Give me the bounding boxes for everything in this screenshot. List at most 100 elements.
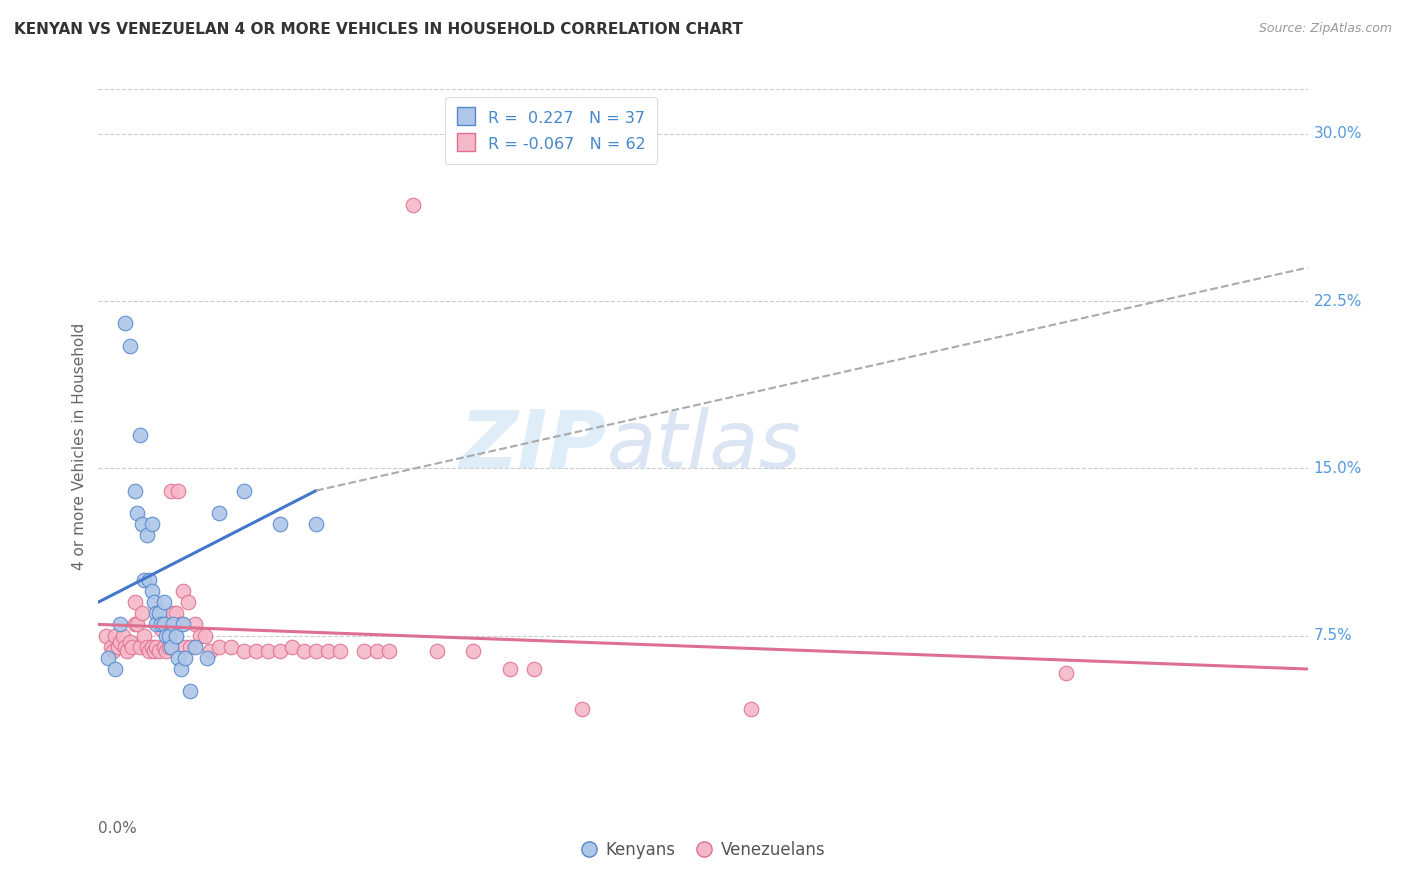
Point (150, 617, 173, 632)
Point (194, 628, 217, 642)
Point (523, 662, 546, 676)
Point (195, 651, 218, 665)
Point (138, 644, 160, 658)
Point (148, 607, 170, 621)
Point (165, 628, 187, 642)
Text: KENYAN VS VENEZUELAN 4 OR MORE VEHICLES IN HOUSEHOLD CORRELATION CHART: KENYAN VS VENEZUELAN 4 OR MORE VEHICLES … (14, 22, 742, 37)
Point (184, 640, 207, 654)
Point (1054, 666, 1077, 681)
Point (740, 702, 762, 716)
Point (169, 662, 191, 676)
Point (463, 644, 485, 658)
Text: 30.0%: 30.0% (1313, 127, 1362, 141)
Point (121, 640, 143, 654)
Point (169, 617, 191, 632)
Point (179, 684, 201, 698)
Point (114, 640, 136, 654)
Point (128, 640, 150, 654)
Point (188, 628, 211, 642)
Point (198, 644, 221, 658)
Point (111, 628, 134, 642)
Point (174, 640, 197, 654)
Point (131, 607, 153, 621)
Point (145, 607, 167, 621)
Text: 7.5%: 7.5% (1313, 628, 1353, 643)
Point (329, 644, 352, 658)
Point (150, 622, 173, 636)
Point (134, 628, 156, 642)
Point (128, 427, 150, 442)
Point (269, 517, 291, 532)
Text: 22.5%: 22.5% (1313, 293, 1362, 309)
Text: ZIP: ZIP (458, 407, 606, 485)
Point (108, 617, 131, 632)
Point (179, 640, 201, 654)
Point (127, 617, 149, 632)
Point (571, 702, 593, 716)
Point (160, 483, 183, 498)
Point (135, 528, 157, 542)
Point (148, 644, 170, 658)
Point (402, 198, 425, 212)
Point (157, 640, 180, 654)
Point (94, 628, 117, 642)
Point (97, 651, 120, 665)
Point (172, 583, 194, 598)
Point (305, 644, 328, 658)
Point (232, 644, 254, 658)
Text: 0.0%: 0.0% (98, 821, 138, 836)
Point (208, 506, 231, 520)
Point (145, 617, 167, 632)
Point (232, 483, 254, 498)
Point (152, 617, 174, 632)
Point (155, 644, 177, 658)
Point (104, 662, 127, 676)
Point (138, 573, 160, 587)
Point (172, 617, 194, 632)
Point (184, 617, 207, 632)
Point (141, 517, 163, 532)
Point (174, 651, 197, 665)
Y-axis label: 4 or more Vehicles in Household: 4 or more Vehicles in Household (72, 322, 87, 570)
Point (100, 640, 122, 654)
Point (353, 644, 375, 658)
Point (135, 640, 157, 654)
Point (124, 483, 146, 498)
Point (107, 640, 129, 654)
Point (305, 517, 328, 532)
Point (141, 583, 163, 598)
Point (245, 644, 267, 658)
Point (114, 317, 136, 331)
Point (269, 644, 291, 658)
Point (377, 644, 399, 658)
Point (155, 628, 177, 642)
Point (143, 595, 166, 609)
Point (104, 628, 127, 642)
Point (165, 607, 187, 621)
Point (167, 651, 190, 665)
Point (366, 644, 388, 658)
Text: Source: ZipAtlas.com: Source: ZipAtlas.com (1258, 22, 1392, 36)
Point (134, 573, 156, 587)
Point (177, 595, 200, 609)
Point (131, 517, 153, 532)
Point (426, 644, 449, 658)
Point (127, 506, 149, 520)
Point (162, 617, 184, 632)
Point (208, 640, 231, 654)
Point (281, 640, 304, 654)
Point (108, 635, 131, 649)
Point (316, 644, 339, 658)
Text: atlas: atlas (606, 407, 801, 485)
Point (162, 607, 184, 621)
Point (221, 640, 243, 654)
Point (498, 662, 520, 676)
Point (152, 640, 174, 654)
Point (118, 338, 141, 352)
Point (124, 595, 146, 609)
Point (292, 644, 315, 658)
Text: 15.0%: 15.0% (1313, 461, 1362, 475)
Point (157, 628, 180, 642)
Point (124, 617, 146, 632)
Point (117, 644, 139, 658)
